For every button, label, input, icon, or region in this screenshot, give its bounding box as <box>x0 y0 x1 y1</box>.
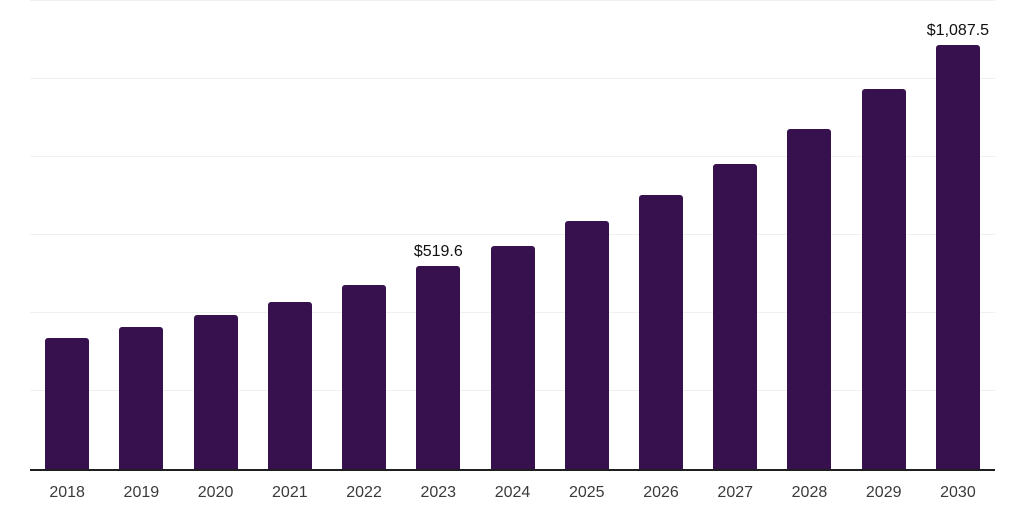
x-axis: 2018 2019 2020 2021 2022 2023 2024 2025 2026 2027… <box>30 484 995 502</box>
bar-2022 <box>342 284 387 469</box>
x-axis-tick-label-2025: 2025 <box>568 484 605 501</box>
bar-group-2022 <box>327 0 401 469</box>
bar-group-2024 <box>475 0 549 469</box>
bar-2029 <box>861 89 906 469</box>
bar-2018 <box>45 338 90 469</box>
bar-value-label-2030: $1,087.5 <box>926 21 990 39</box>
bar-group-2021 <box>253 0 327 469</box>
x-axis-tick-label-2020: 2020 <box>197 484 234 501</box>
x-axis-tick-label-2021: 2021 <box>272 484 308 501</box>
x-axis-tick-label-2028: 2028 <box>791 484 828 501</box>
bar-2021 <box>267 302 312 469</box>
bar-group-2027 <box>698 0 772 469</box>
bar-2024 <box>490 245 535 469</box>
bar-2030 <box>935 44 980 469</box>
gridline <box>30 0 995 1</box>
bars-layer: $519.6 $1,087.5 <box>30 0 995 469</box>
bar-group-2030: $1,087.5 <box>921 0 995 469</box>
x-axis-tick-label-2030: 2030 <box>940 484 976 501</box>
x-axis-tick-label-2022: 2022 <box>346 484 382 501</box>
gridline <box>30 234 995 235</box>
x-axis-tick-label-2023: 2023 <box>420 484 457 501</box>
bar-2028 <box>787 128 832 469</box>
x-axis-tick-label-2024: 2024 <box>494 484 531 501</box>
bar-group-2020 <box>178 0 252 469</box>
bar-group-2019 <box>104 0 178 469</box>
bar-2025 <box>564 221 609 469</box>
x-axis-tick-label-2029: 2029 <box>865 484 902 501</box>
bar-2019 <box>119 327 164 469</box>
gridline <box>30 78 995 79</box>
plot-area: $519.6 $1,087.5 <box>30 0 995 471</box>
bar-2026 <box>638 194 683 469</box>
bar-group-2029 <box>847 0 921 469</box>
bar-value-label-2023: $519.6 <box>413 243 463 261</box>
bar-2027 <box>713 164 758 469</box>
x-axis-tick-label-2019: 2019 <box>123 484 160 501</box>
x-axis-tick-label-2026: 2026 <box>643 484 679 501</box>
bar-group-2026 <box>624 0 698 469</box>
gridline <box>30 156 995 157</box>
bar-group-2025 <box>550 0 624 469</box>
x-axis-tick-label-2027: 2027 <box>717 484 754 501</box>
bar-2020 <box>193 314 238 469</box>
x-axis-tick-label-2018: 2018 <box>49 484 85 501</box>
bar-group-2028 <box>772 0 846 469</box>
bar-group-2023: $519.6 <box>401 0 475 469</box>
bar-2023 <box>416 266 461 469</box>
bar-group-2018 <box>30 0 104 469</box>
